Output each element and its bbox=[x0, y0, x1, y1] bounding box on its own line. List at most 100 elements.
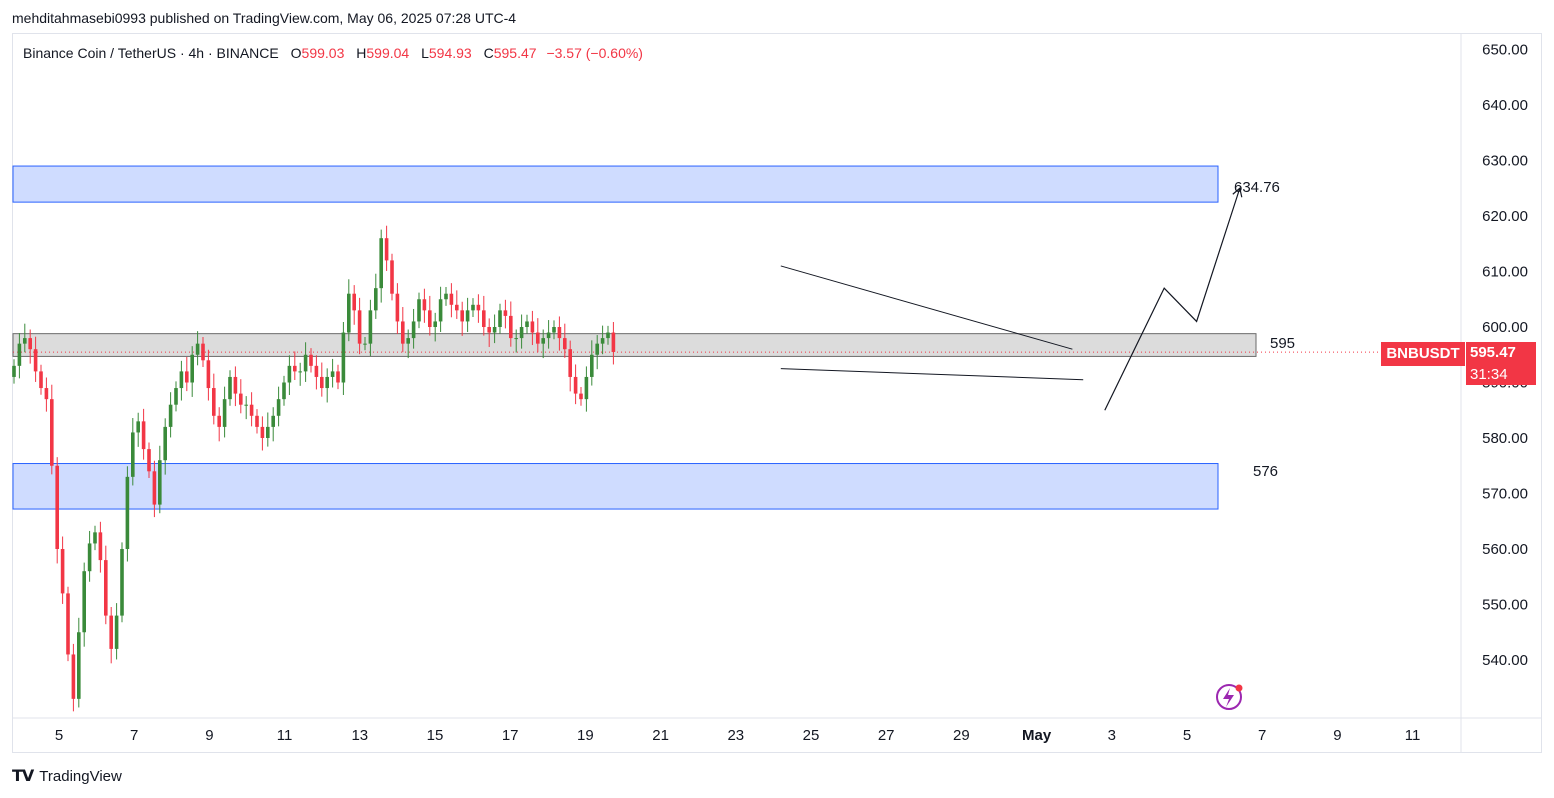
candle-body[interactable] bbox=[444, 293, 448, 300]
candle-body[interactable] bbox=[395, 293, 400, 322]
candle-body[interactable] bbox=[314, 365, 319, 377]
candle-body[interactable] bbox=[325, 376, 329, 389]
candle-body[interactable] bbox=[433, 321, 437, 327]
candle-body[interactable] bbox=[606, 332, 610, 339]
triangle-lower-line[interactable] bbox=[780, 368, 1084, 381]
candle-body[interactable] bbox=[174, 388, 178, 405]
candle-body[interactable] bbox=[525, 321, 529, 327]
candle-body[interactable] bbox=[23, 338, 27, 344]
candle-body[interactable] bbox=[222, 399, 227, 427]
candle-body[interactable] bbox=[293, 365, 297, 372]
candle-body[interactable] bbox=[66, 593, 70, 655]
candle-body[interactable] bbox=[201, 343, 205, 361]
candle-body[interactable] bbox=[357, 310, 362, 344]
candle-body[interactable] bbox=[298, 371, 302, 373]
candle-body[interactable] bbox=[482, 310, 486, 327]
candle-body[interactable] bbox=[17, 343, 22, 366]
candle-body[interactable] bbox=[77, 632, 81, 699]
candle-body[interactable] bbox=[147, 449, 151, 472]
candle-body[interactable] bbox=[228, 376, 232, 400]
candle-body[interactable] bbox=[590, 354, 594, 377]
candle-body[interactable] bbox=[87, 543, 92, 572]
candle-body[interactable] bbox=[476, 304, 481, 311]
candle-body[interactable] bbox=[249, 404, 254, 416]
candle-body[interactable] bbox=[503, 310, 508, 316]
candle-body[interactable] bbox=[71, 654, 76, 699]
candle-body[interactable] bbox=[120, 549, 124, 616]
candle-body[interactable] bbox=[125, 476, 130, 549]
candle-body[interactable] bbox=[44, 388, 49, 400]
candle-body[interactable] bbox=[212, 388, 216, 416]
candle-body[interactable] bbox=[282, 382, 286, 400]
candle-body[interactable] bbox=[141, 421, 146, 450]
candle-body[interactable] bbox=[471, 304, 475, 311]
resistance-zone[interactable] bbox=[12, 165, 1219, 203]
candle-body[interactable] bbox=[563, 338, 567, 350]
footer-brand[interactable]: 𝗧𝗩 TradingView bbox=[12, 766, 122, 786]
candle-body[interactable] bbox=[600, 338, 605, 344]
candle-body[interactable] bbox=[390, 260, 394, 294]
candle-body[interactable] bbox=[287, 365, 292, 383]
candle-body[interactable] bbox=[185, 371, 189, 383]
candle-body[interactable] bbox=[546, 332, 551, 339]
candle-body[interactable] bbox=[498, 310, 502, 327]
candle-body[interactable] bbox=[536, 332, 540, 344]
candle-body[interactable] bbox=[82, 571, 86, 633]
candle-body[interactable] bbox=[109, 615, 113, 649]
candle-body[interactable] bbox=[239, 393, 243, 405]
candle-body[interactable] bbox=[276, 399, 281, 416]
pivot-band[interactable] bbox=[12, 333, 1257, 357]
candle-body[interactable] bbox=[309, 354, 313, 366]
candle-body[interactable] bbox=[104, 560, 108, 616]
candle-body[interactable] bbox=[595, 343, 599, 355]
candle-body[interactable] bbox=[233, 376, 238, 394]
candle-body[interactable] bbox=[584, 376, 589, 400]
candle-body[interactable] bbox=[266, 426, 270, 438]
candle-body[interactable] bbox=[460, 310, 464, 322]
candle-body[interactable] bbox=[158, 460, 162, 505]
candle-body[interactable] bbox=[55, 465, 59, 549]
candle-body[interactable] bbox=[438, 299, 443, 322]
projection-path[interactable] bbox=[1104, 188, 1241, 411]
candle-body[interactable] bbox=[422, 299, 427, 311]
candle-body[interactable] bbox=[406, 338, 410, 344]
triangle-upper-line[interactable] bbox=[780, 265, 1073, 350]
candle-body[interactable] bbox=[195, 343, 200, 355]
candle-body[interactable] bbox=[514, 338, 518, 340]
candle-body[interactable] bbox=[352, 293, 356, 311]
candle-body[interactable] bbox=[190, 354, 194, 383]
candle-body[interactable] bbox=[320, 376, 324, 389]
candle-body[interactable] bbox=[136, 421, 140, 433]
alert-lightning-icon[interactable] bbox=[1216, 684, 1242, 710]
candle-body[interactable] bbox=[611, 332, 616, 352]
candle-body[interactable] bbox=[368, 310, 373, 344]
candle-body[interactable] bbox=[179, 371, 184, 389]
candle-body[interactable] bbox=[98, 532, 103, 561]
candle-body[interactable] bbox=[336, 371, 340, 383]
candle-body[interactable] bbox=[303, 354, 308, 372]
candle-body[interactable] bbox=[217, 415, 221, 427]
candle-body[interactable] bbox=[131, 432, 135, 477]
candle-body[interactable] bbox=[411, 321, 416, 339]
candle-body[interactable] bbox=[449, 293, 454, 305]
candle-body[interactable] bbox=[487, 327, 491, 333]
candle-body[interactable] bbox=[530, 321, 535, 333]
candle-body[interactable] bbox=[255, 415, 259, 427]
candle-body[interactable] bbox=[401, 321, 405, 344]
candle-body[interactable] bbox=[39, 371, 43, 389]
candle-body[interactable] bbox=[330, 371, 335, 377]
support-zone[interactable] bbox=[12, 463, 1219, 510]
candle-body[interactable] bbox=[347, 293, 351, 333]
candle-body[interactable] bbox=[50, 399, 54, 466]
candle-body[interactable] bbox=[12, 365, 16, 377]
candle-body[interactable] bbox=[465, 310, 470, 322]
candle-body[interactable] bbox=[568, 349, 572, 377]
candle-body[interactable] bbox=[28, 338, 32, 350]
chart-frame[interactable] bbox=[12, 33, 1542, 753]
candle-body[interactable] bbox=[492, 327, 497, 333]
candle-body[interactable] bbox=[374, 288, 378, 311]
candle-body[interactable] bbox=[379, 238, 383, 289]
candle-body[interactable] bbox=[341, 332, 346, 383]
candle-body[interactable] bbox=[417, 299, 421, 322]
